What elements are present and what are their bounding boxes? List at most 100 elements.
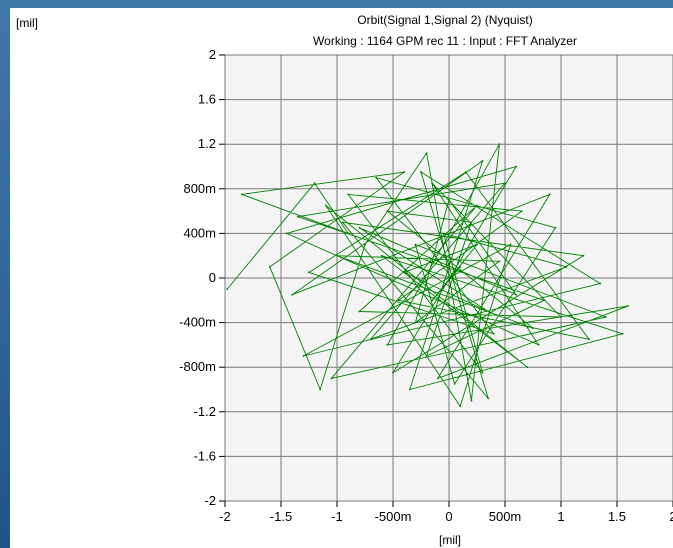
orbit-point bbox=[487, 397, 490, 400]
orbit-point bbox=[504, 182, 506, 185]
orbit-point bbox=[537, 344, 540, 346]
orbit-point bbox=[548, 193, 551, 196]
orbit-point bbox=[369, 338, 372, 341]
x-tick-label: -1 bbox=[331, 509, 343, 524]
orbit-point bbox=[358, 310, 361, 313]
orbit-point bbox=[420, 171, 422, 173]
orbit-point bbox=[431, 299, 434, 302]
orbit-point bbox=[386, 210, 389, 213]
orbit-point bbox=[588, 338, 590, 341]
orbit-point bbox=[268, 265, 271, 268]
chart-subtitle: Working : 1164 GPM rec 11 : Input : FFT … bbox=[313, 34, 577, 48]
orbit-point bbox=[515, 165, 518, 168]
orbit-point bbox=[492, 332, 495, 335]
orbit-point bbox=[226, 288, 229, 291]
orbit-point bbox=[476, 204, 478, 207]
x-tick-labels: -2 -1.5 -1 -500m 0 500m 1 1.5 2 bbox=[219, 509, 673, 524]
orbit-point bbox=[308, 271, 310, 274]
x-tick-label: 0 bbox=[445, 509, 452, 524]
chart-panel: [mil] Orbit(Signal 1,Signal 2) (Nyquist)… bbox=[10, 8, 673, 548]
orbit-point bbox=[476, 243, 478, 246]
orbit-point bbox=[470, 399, 473, 402]
tick-marks bbox=[219, 54, 673, 507]
orbit-point bbox=[498, 260, 501, 263]
y-tick-label: 800m bbox=[183, 181, 216, 196]
orbit-point bbox=[543, 299, 546, 302]
orbit-point bbox=[582, 254, 585, 257]
y-tick-label: 400m bbox=[183, 225, 216, 240]
x-tick-label: -1.5 bbox=[270, 509, 292, 524]
orbit-point bbox=[425, 355, 428, 357]
orbit-traces bbox=[226, 143, 630, 408]
orbit-point bbox=[397, 299, 400, 302]
orbit-point bbox=[526, 366, 529, 369]
orbit-point bbox=[414, 321, 417, 324]
orbit-point bbox=[291, 293, 294, 296]
x-tick-label: 2 bbox=[669, 509, 673, 524]
orbit-point bbox=[599, 282, 602, 285]
orbit-point bbox=[302, 355, 305, 357]
orbit-point bbox=[425, 152, 428, 155]
y-tick-label: -1.6 bbox=[194, 448, 216, 463]
orbit-point bbox=[448, 199, 450, 201]
orbit-point bbox=[554, 226, 557, 229]
orbit-point bbox=[532, 327, 534, 330]
orbit-point bbox=[380, 254, 383, 257]
orbit-point bbox=[520, 210, 523, 213]
y-axis-label: [mil] bbox=[16, 16, 38, 30]
y-tick-labels: 2 1.6 1.2 800m 400m 0 -400m -800m -1.2 -1.6 -2 bbox=[179, 47, 216, 508]
orbit-chart: [mil] Orbit(Signal 1,Signal 2) (Nyquist)… bbox=[16, 13, 673, 547]
orbit-point bbox=[324, 204, 327, 207]
y-tick-label: -800m bbox=[179, 359, 216, 374]
y-tick-label: -1.2 bbox=[194, 404, 216, 419]
orbit-point bbox=[296, 215, 299, 218]
orbit-point bbox=[319, 388, 322, 391]
orbit-point bbox=[621, 332, 624, 335]
x-axis-label: [mil] bbox=[439, 533, 461, 547]
orbit-point bbox=[459, 265, 462, 268]
y-tick-label: -400m bbox=[179, 315, 216, 330]
orbit-point bbox=[470, 221, 473, 224]
x-tick-label: 1.5 bbox=[608, 509, 626, 524]
orbit-point bbox=[481, 371, 484, 374]
orbit-point bbox=[403, 171, 406, 173]
orbit-point bbox=[386, 344, 389, 346]
x-tick-label: 1 bbox=[557, 509, 564, 524]
orbit-point bbox=[285, 232, 288, 235]
orbit-point bbox=[414, 243, 417, 246]
y-tick-label: 1.2 bbox=[198, 136, 216, 151]
orbit-point bbox=[464, 171, 467, 173]
orbit-point bbox=[481, 160, 484, 162]
orbit-point bbox=[358, 226, 361, 229]
orbit-point bbox=[375, 176, 378, 179]
y-tick-label: 1.6 bbox=[198, 92, 216, 107]
orbit-point bbox=[392, 371, 394, 374]
orbit-point bbox=[336, 254, 338, 257]
x-tick-label: 500m bbox=[489, 509, 522, 524]
orbit-point bbox=[347, 193, 350, 196]
orbit-point bbox=[347, 232, 350, 235]
x-tick-label: -2 bbox=[219, 509, 231, 524]
orbit-point bbox=[442, 232, 445, 235]
orbit-point bbox=[498, 143, 501, 146]
chart-title: Orbit(Signal 1,Signal 2) (Nyquist) bbox=[357, 13, 532, 27]
orbit-point bbox=[330, 377, 333, 380]
orbit-point bbox=[436, 377, 439, 380]
orbit-point bbox=[453, 383, 456, 385]
orbit-point bbox=[431, 182, 434, 185]
orbit-point bbox=[627, 304, 630, 307]
orbit-point bbox=[364, 243, 366, 246]
y-tick-label: 0 bbox=[209, 270, 216, 285]
orbit-point bbox=[565, 265, 568, 268]
orbit-point bbox=[509, 243, 512, 246]
y-tick-label: 2 bbox=[209, 47, 216, 62]
orbit-point bbox=[313, 182, 316, 185]
orbit-point bbox=[459, 405, 462, 408]
orbit-point bbox=[341, 221, 344, 224]
y-tick-label: -2 bbox=[204, 493, 216, 508]
x-tick-label: -500m bbox=[375, 509, 412, 524]
orbit-point bbox=[604, 316, 607, 318]
orbit-point bbox=[515, 293, 518, 296]
orbit-point bbox=[487, 310, 490, 313]
orbit-point bbox=[403, 271, 406, 274]
